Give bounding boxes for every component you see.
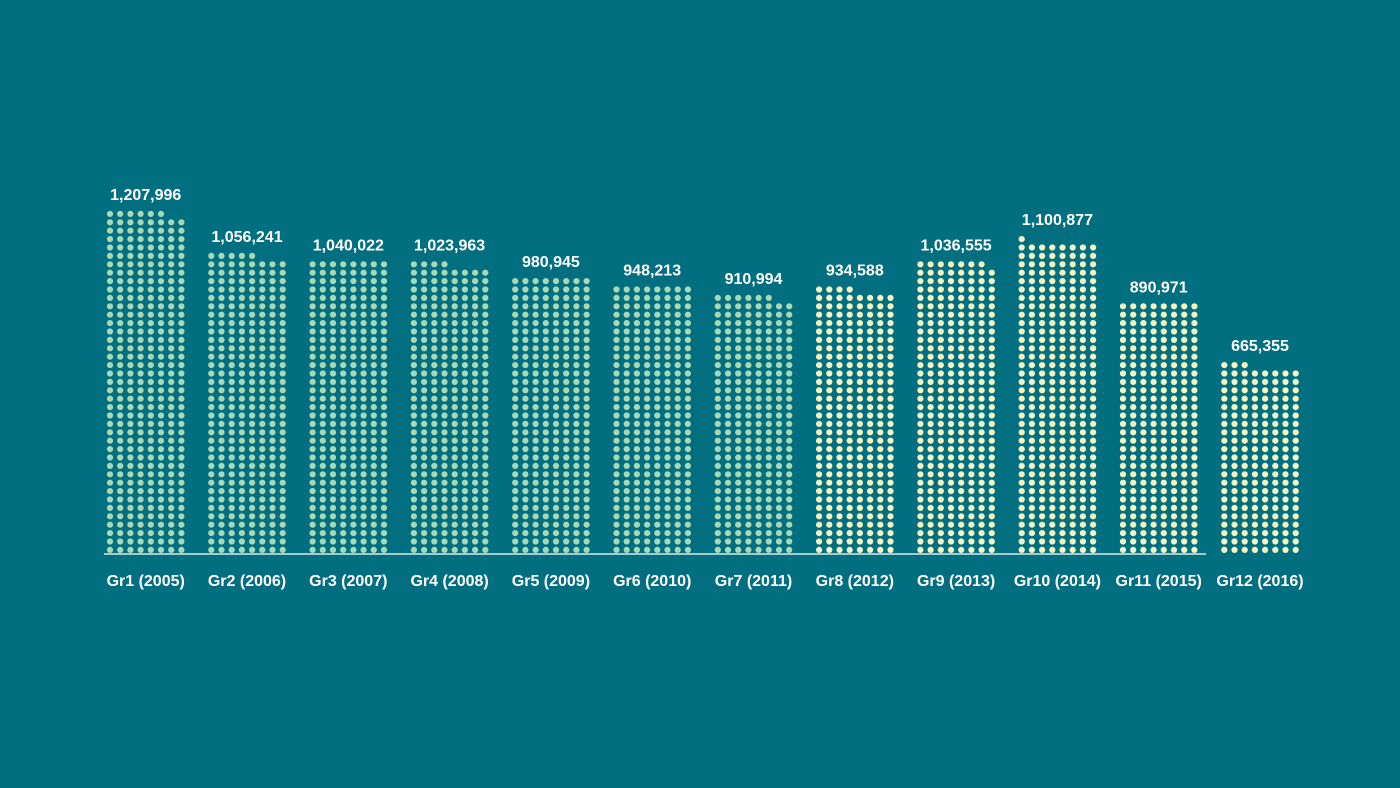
value-label-gr1-2005: 1,207,996 [110, 187, 181, 204]
value-label-gr2-2006: 1,056,241 [211, 229, 282, 246]
value-label-gr6-2010: 948,213 [623, 263, 681, 280]
bar-gr4-2008 [410, 261, 489, 554]
category-label-gr8-2012: Gr8 (2012) [816, 573, 894, 590]
bars-group [106, 210, 1299, 554]
category-label-gr3-2007: Gr3 (2007) [309, 573, 387, 590]
bar-gr2-2006 [208, 252, 286, 554]
category-label-gr4-2008: Gr4 (2008) [410, 573, 488, 590]
category-label-gr6-2010: Gr6 (2010) [613, 573, 691, 590]
bar-gr6-2010 [613, 286, 692, 554]
category-labels-group: Gr1 (2005) Gr2 (2006) Gr3 (2007) Gr4 (2008)… [107, 573, 1304, 590]
value-label-gr9-2013: 1,036,555 [921, 237, 992, 254]
bar-gr11-2015 [1119, 303, 1198, 554]
value-labels-group: 1,207,996 1,056,241 1,040,022 1,023,963 980,… [110, 187, 1289, 355]
value-label-gr3-2007: 1,040,022 [313, 237, 384, 254]
category-label-gr9-2013: Gr9 (2013) [917, 573, 995, 590]
bar-gr10-2014 [1018, 236, 1097, 554]
bar-gr9-2013 [917, 261, 995, 554]
value-label-gr8-2012: 934,588 [826, 263, 884, 280]
category-label-gr10-2014: Gr10 (2014) [1014, 573, 1101, 590]
value-label-gr7-2011: 910,994 [725, 271, 783, 288]
category-label-gr12-2016: Gr12 (2016) [1216, 573, 1303, 590]
category-label-gr11-2015: Gr11 (2015) [1116, 573, 1202, 590]
value-label-gr5-2009: 980,945 [522, 254, 580, 271]
bar-gr12-2016 [1221, 362, 1299, 554]
value-label-gr12-2016: 665,355 [1231, 338, 1289, 355]
bar-gr3-2007 [309, 261, 388, 554]
bar-gr8-2012 [816, 286, 894, 554]
category-label-gr7-2011: Gr7 (2011) [715, 573, 792, 590]
category-label-gr5-2009: Gr5 (2009) [512, 573, 590, 590]
value-label-gr10-2014: 1,100,877 [1022, 212, 1093, 229]
bar-gr7-2011 [714, 294, 793, 554]
value-label-gr11-2015: 890,971 [1130, 279, 1188, 296]
bar-gr5-2009 [512, 278, 590, 554]
bar-gr1-2005 [106, 210, 185, 554]
category-label-gr2-2006: Gr2 (2006) [208, 573, 286, 590]
category-label-gr1-2005: Gr1 (2005) [107, 573, 185, 590]
value-label-gr4-2008: 1,023,963 [414, 237, 485, 254]
